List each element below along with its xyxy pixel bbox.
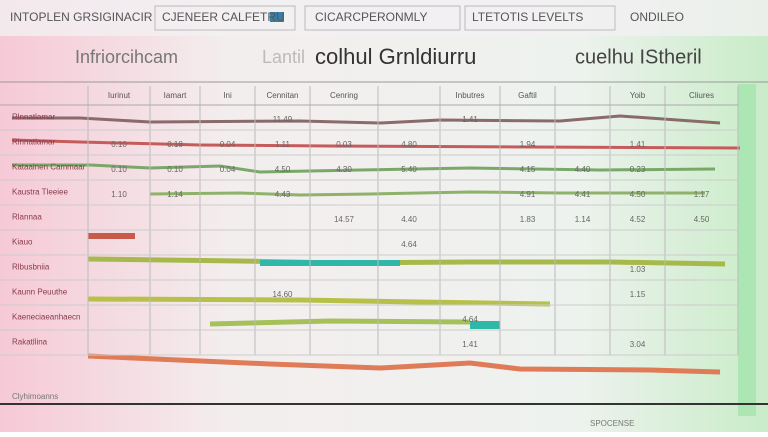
column-header: Ini xyxy=(223,91,232,100)
cell: 0.10 xyxy=(167,165,183,174)
cell: 1.41 xyxy=(462,115,478,124)
row-label: Rakatllina xyxy=(12,338,48,347)
cell: 1.41 xyxy=(462,340,478,349)
row-label: Rlnnatlamar xyxy=(12,138,55,147)
heading: cuelhu IStheril xyxy=(575,46,702,68)
cell: 4.30 xyxy=(336,165,352,174)
cell: 4.64 xyxy=(401,240,417,249)
cell: 1.03 xyxy=(630,265,646,274)
column-header: Iamart xyxy=(164,91,187,100)
cell: 0.03 xyxy=(336,140,352,149)
cell: 4.50 xyxy=(630,190,646,199)
column-header: Inbutres xyxy=(456,91,485,100)
sparkline xyxy=(87,256,726,267)
row-label: Rlannaa xyxy=(12,213,42,222)
cell: 5.40 xyxy=(401,165,417,174)
cell: 4.50 xyxy=(694,215,710,224)
cell: 1.15 xyxy=(630,290,646,299)
cell: 0.04 xyxy=(220,165,236,174)
sparkline xyxy=(87,353,721,375)
row-label: Kaeneciaeanhaecn xyxy=(12,313,81,322)
cell: 1.11 xyxy=(275,140,291,149)
sparkline xyxy=(149,190,705,197)
cell: 0.23 xyxy=(630,165,646,174)
column-header: Cliures xyxy=(689,91,714,100)
tab-label: INTOPLEN GRSIGINACIR xyxy=(10,10,153,24)
tab-box[interactable] xyxy=(154,5,296,31)
cell: 4.40 xyxy=(575,165,591,174)
footer-label: SPOCENSE xyxy=(590,419,634,428)
row-label: Kaunn Peuuthe xyxy=(12,288,68,297)
row-label: Kaustra Tleeiee xyxy=(12,188,68,197)
row-label: Kataalnen Cammaar xyxy=(12,163,86,172)
cell: 4.64 xyxy=(462,315,478,324)
cell: 4.15 xyxy=(520,165,536,174)
cell: 4.40 xyxy=(401,215,417,224)
icon xyxy=(270,12,284,22)
column-header: Cennitan xyxy=(266,91,298,100)
cell: 1.83 xyxy=(520,215,536,224)
cell: 0.10 xyxy=(111,140,127,149)
cell: 4.43 xyxy=(275,190,291,199)
cell: 0.10 xyxy=(111,165,127,174)
tab-label: LTETOTIS LEVELTS xyxy=(472,10,583,24)
cell: 1.14 xyxy=(575,215,591,224)
sparkline xyxy=(209,318,471,327)
cell: 4.52 xyxy=(630,215,646,224)
heading: colhul Grnldiurru xyxy=(315,44,476,69)
cell: 0.18 xyxy=(167,140,183,149)
cell: 1.41 xyxy=(630,140,646,149)
cell: 1.94 xyxy=(520,140,536,149)
sparkline xyxy=(87,296,551,307)
column-header: Cenring xyxy=(330,91,358,100)
tab-box[interactable] xyxy=(304,5,461,31)
sparkline xyxy=(12,163,716,174)
tab-label: ONDILEO xyxy=(630,10,684,24)
tab-box[interactable] xyxy=(464,5,616,31)
cell: 4.91 xyxy=(520,190,536,199)
footer-label: Clyhimoanns xyxy=(12,392,58,401)
column-header: Yoib xyxy=(630,91,646,100)
tab-label: CICARCPERONMLY xyxy=(315,10,427,24)
cell: 14.57 xyxy=(334,215,355,224)
row-label: Rlbusbniia xyxy=(12,263,50,272)
cell: 14.60 xyxy=(272,290,293,299)
sparkline xyxy=(12,114,721,125)
cell: 4.50 xyxy=(275,165,291,174)
cell: 1.14 xyxy=(167,190,183,199)
scroll-bar[interactable] xyxy=(738,84,756,416)
cell: 4.80 xyxy=(401,140,417,149)
cell: 3.04 xyxy=(630,340,646,349)
row-label: Rlnnatlamar xyxy=(12,113,55,122)
cell: 11.49 xyxy=(273,115,293,124)
column-header: Gaftil xyxy=(518,91,537,100)
cell: 1.17 xyxy=(694,190,710,199)
cell: 4.41 xyxy=(575,190,591,199)
row-label: Kiauo xyxy=(12,238,33,247)
cell: 0.04 xyxy=(220,140,236,149)
heading: Lantil xyxy=(262,47,305,67)
heading: Infriorcihcam xyxy=(75,47,178,67)
column-header: Iurinut xyxy=(108,91,131,100)
tab-label: CJENEER CALFETRU xyxy=(162,10,285,24)
cell: 1.10 xyxy=(111,190,127,199)
